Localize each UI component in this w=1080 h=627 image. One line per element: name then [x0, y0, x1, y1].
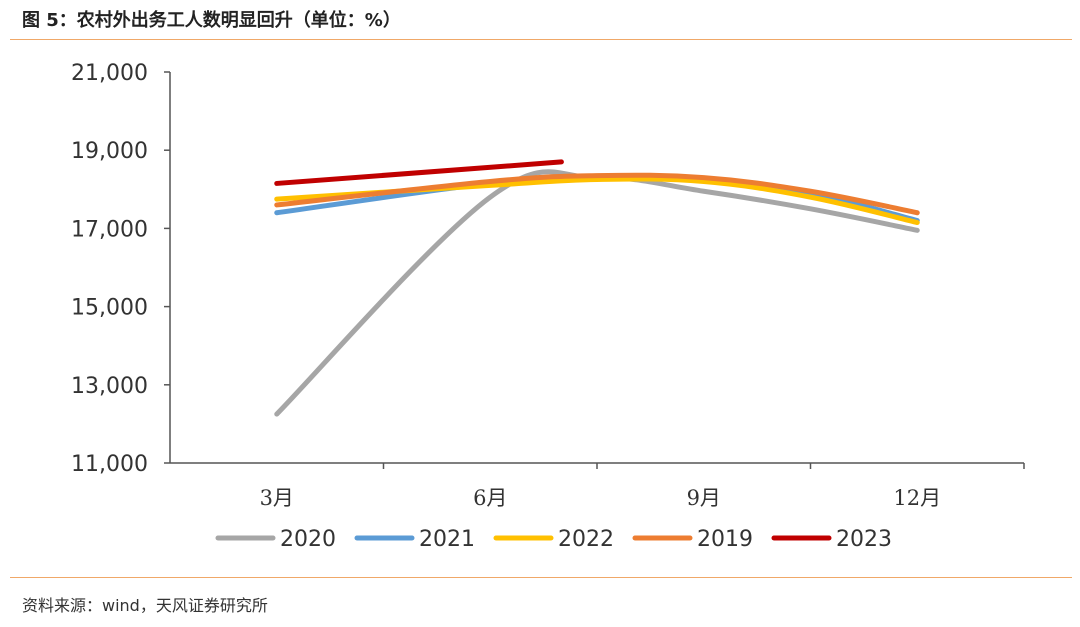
- bottom-divider: [10, 577, 1072, 578]
- axes: 21,000 19,000 17,000 15,000 13,000 11,000 3月 6月…: [71, 61, 1025, 510]
- y-tick-label: 21,000: [71, 61, 148, 86]
- x-category-label: 9月: [687, 486, 721, 510]
- line-chart: 21,000 19,000 17,000 15,000 13,000 11,000 3月 6月…: [71, 61, 1025, 552]
- y-tick-label: 11,000: [71, 452, 148, 477]
- x-category-label: 3月: [260, 486, 294, 510]
- x-category-label: 12月: [893, 486, 941, 510]
- y-tick-label: 19,000: [71, 139, 148, 164]
- legend: 2020 2021 2022 2019 2023: [215, 527, 892, 552]
- legend-label-2019: 2019: [697, 527, 753, 552]
- y-tick-label: 17,000: [71, 217, 148, 242]
- top-divider: [10, 39, 1072, 40]
- legend-label-2020: 2020: [280, 527, 336, 552]
- source-note: 资料来源：wind，天风证券研究所: [22, 596, 268, 615]
- series-line-2023: [274, 159, 564, 186]
- legend-label-2022: 2022: [558, 527, 614, 552]
- y-tick-label: 15,000: [71, 296, 148, 321]
- x-category-label: 6月: [473, 486, 507, 510]
- y-tick-label: 13,000: [71, 374, 148, 399]
- legend-label-2021: 2021: [419, 527, 475, 552]
- chart-title: 图 5：农村外出务工人数明显回升（单位：%）: [22, 10, 401, 31]
- series-line-2019: [274, 172, 920, 216]
- series-lines: [274, 159, 920, 417]
- series-line-2020: [274, 169, 920, 417]
- legend-label-2023: 2023: [836, 527, 892, 552]
